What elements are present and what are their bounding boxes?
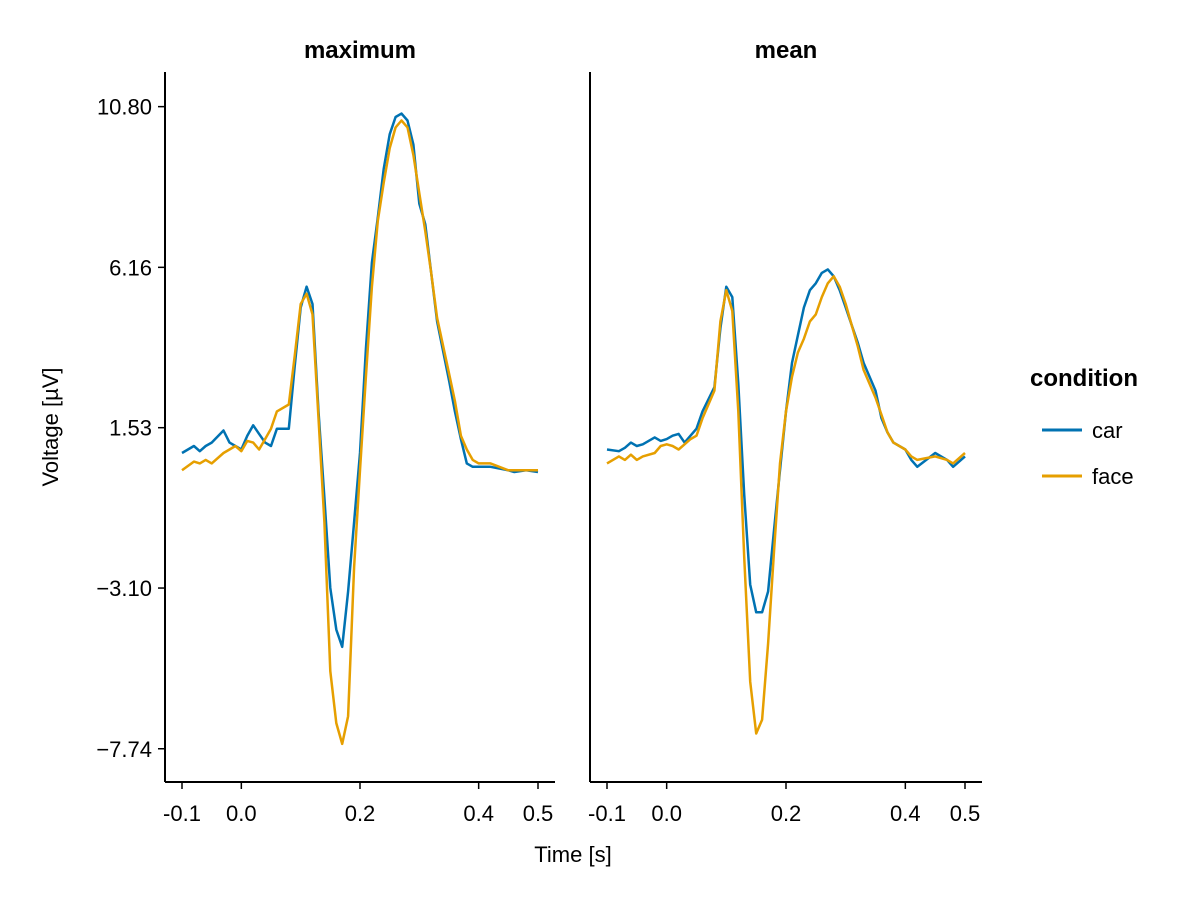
legend-title: condition [1030, 365, 1138, 392]
panel-title-maximum: maximum [304, 37, 416, 64]
y-tick-label: −3.10 [96, 576, 152, 601]
series-line-car-mean [606, 268, 966, 614]
x-tick-label: 0.4 [463, 801, 494, 826]
series-line-face-maximum [181, 119, 538, 746]
x-tick-label: 0.5 [950, 801, 981, 826]
x-tick-label: 0.0 [226, 801, 257, 826]
y-axis-label: Voltage [µV] [38, 367, 63, 486]
y-tick-label: −7.74 [96, 737, 152, 762]
x-tick-label: -0.1 [588, 801, 626, 826]
x-tick-label: -0.1 [163, 801, 201, 826]
panel-title-mean: mean [755, 37, 818, 64]
x-tick-label: 0.2 [771, 801, 802, 826]
series-line-face-mean [606, 275, 966, 735]
y-tick-label: 10.80 [97, 95, 152, 120]
x-axis-label: Time [s] [534, 842, 611, 867]
x-tick-label: 0.4 [890, 801, 921, 826]
legend-label-car: car [1092, 418, 1123, 443]
y-tick-label: 6.16 [109, 255, 152, 280]
series-line-car-maximum [181, 112, 539, 649]
y-tick-label: 1.53 [109, 416, 152, 441]
x-tick-label: 0.0 [651, 801, 682, 826]
x-tick-label: 0.5 [523, 801, 554, 826]
legend-label-face: face [1092, 464, 1134, 489]
x-tick-label: 0.2 [345, 801, 376, 826]
